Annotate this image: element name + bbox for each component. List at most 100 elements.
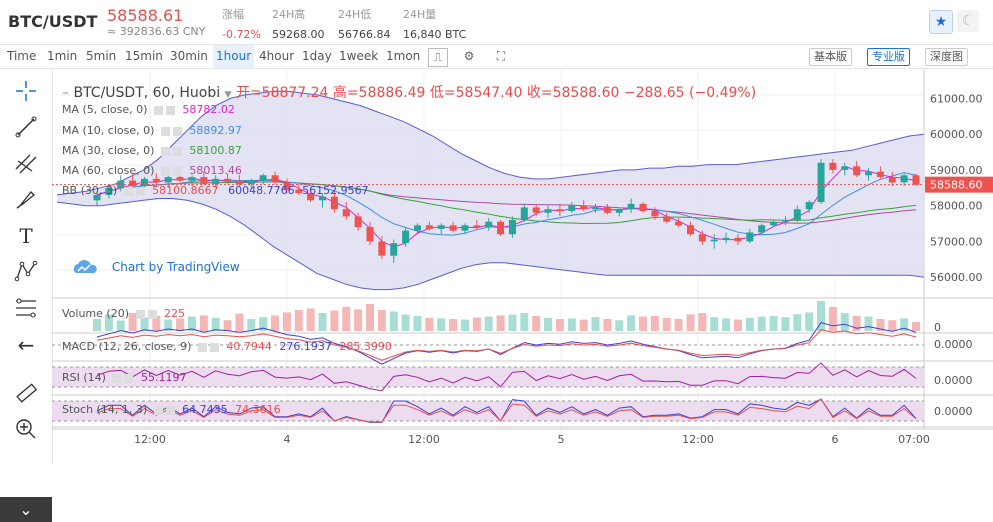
volume-bar (247, 319, 256, 331)
view-depth-button[interactable]: 深度图 (925, 48, 968, 66)
symbol-dropdown-icon[interactable]: ▼ (224, 90, 232, 100)
interval-time[interactable]: Time (7, 49, 37, 63)
price-chart[interactable]: 61000.00 60000.00 59000.00 58000.00 57000.00… (52, 69, 993, 463)
interval-toolbar: Time 1min 5min 15min 30min 1hour 4hour 1… (0, 45, 993, 69)
brush-icon[interactable] (14, 187, 38, 211)
volume-bar (793, 314, 802, 331)
legend-close-icon[interactable] (135, 186, 145, 196)
legend-settings-icon[interactable] (197, 342, 207, 352)
time-tick-label: 6 (832, 433, 839, 446)
legend-value: 225 (164, 307, 185, 320)
legend-rsi[interactable]: RSI (14) 55.1197 (62, 371, 186, 384)
legend-label: MA (60, close, 0) (62, 164, 155, 177)
volume-bar (472, 317, 481, 331)
fullscreen-icon[interactable]: ⛶ (496, 49, 506, 63)
pattern-icon[interactable] (14, 259, 38, 283)
ma30-line (96, 181, 917, 225)
candle-body (200, 177, 208, 185)
legend-macd[interactable]: MACD (12, 26, close, 9) 40.7944 276.1937… (62, 340, 392, 353)
candle-body (520, 207, 528, 220)
legend-close-icon[interactable] (172, 146, 182, 156)
interval-4hour[interactable]: 4hour (259, 49, 295, 63)
fib-retracement-icon[interactable] (14, 296, 38, 320)
chart-type-icon[interactable]: ⎍ (428, 48, 448, 67)
ruler-icon[interactable] (14, 381, 38, 405)
settings-gear-icon[interactable]: ⚙ (463, 49, 475, 63)
macd-signal-line (96, 329, 917, 361)
time-tick-label: 12:00 (682, 433, 714, 446)
volume-bar (674, 319, 683, 331)
candle-body (497, 221, 505, 235)
collapse-toolbar-chevron-icon[interactable]: ⌄ (0, 497, 52, 522)
volume-bar (757, 316, 766, 331)
legend-stoch[interactable]: Stoch (14, 1, 3) 64.7435 74.3616 (62, 403, 281, 416)
interval-1min[interactable]: 1min (47, 49, 78, 63)
legend-ma5[interactable]: MA (5, close, 0) 58782.02 (62, 103, 235, 116)
candle-body (378, 241, 386, 256)
legend-settings-icon[interactable] (160, 146, 170, 156)
cny-price: ≈ 392836.63 CNY (107, 25, 206, 38)
legend-close-icon[interactable] (124, 373, 134, 383)
volume-bar (650, 316, 659, 331)
volume-bar (413, 316, 422, 331)
legend-close-icon[interactable] (165, 105, 175, 115)
legend-settings-icon[interactable] (160, 126, 170, 136)
volume-bar (662, 317, 671, 331)
stoch-k-line (96, 398, 917, 423)
interval-1week[interactable]: 1week (339, 49, 379, 63)
volume-bar (306, 308, 315, 331)
legend-ma10[interactable]: MA (10, close, 0) 58892.97 (62, 124, 242, 137)
crosshair-icon[interactable] (14, 79, 38, 103)
interval-1hour[interactable]: 1hour (213, 45, 255, 68)
legend-label: MA (10, close, 0) (62, 124, 155, 137)
view-basic-button[interactable]: 基本版 (809, 48, 852, 66)
favorite-star-icon[interactable]: ★ (929, 10, 953, 34)
legend-label: Stoch (14, 1, 3) (62, 403, 148, 416)
text-tool-icon[interactable]: T (19, 224, 33, 248)
candle-body (354, 216, 362, 228)
interval-15min[interactable]: 15min (125, 49, 163, 63)
volume-bar (722, 318, 731, 331)
legend-value: 58892.97 (189, 124, 242, 137)
collapse-legend-icon[interactable]: – (62, 85, 69, 101)
price-tick-label: 60000.00 (930, 128, 983, 141)
interval-1day[interactable]: 1day (302, 49, 332, 63)
tradingview-watermark[interactable]: Chart by TradingView (70, 258, 240, 276)
trend-line-icon[interactable] (14, 115, 38, 139)
interval-5min[interactable]: 5min (86, 49, 117, 63)
legend-ma60[interactable]: MA (60, close, 0) 58013.46 (62, 164, 242, 177)
interval-30min[interactable]: 30min (170, 49, 208, 63)
legend-volume[interactable]: Volume (20) 225 (62, 307, 185, 320)
view-pro-button[interactable]: 专业版 (867, 48, 910, 66)
legend-close-icon[interactable] (172, 126, 182, 136)
legend-bb[interactable]: BB (30, 3) 58100.8667 60048.7766 56152.9… (62, 184, 369, 197)
candle-body (829, 162, 837, 170)
legend-settings-icon[interactable] (153, 405, 163, 415)
volume-bar (733, 319, 742, 331)
zoom-in-icon[interactable] (14, 417, 38, 441)
legend-ma30[interactable]: MA (30, close, 0) 58100.87 (62, 144, 242, 157)
legend-settings-icon[interactable] (160, 166, 170, 176)
legend-settings-icon[interactable] (153, 105, 163, 115)
back-arrow-icon[interactable]: ← (17, 333, 35, 357)
interval-1mon[interactable]: 1mon (386, 49, 421, 63)
legend-settings-icon[interactable] (112, 373, 122, 383)
channel-icon[interactable] (14, 151, 38, 175)
legend-value: 55.1197 (140, 371, 187, 384)
legend-close-icon[interactable] (209, 342, 219, 352)
volume-bar (900, 318, 909, 331)
stat-value: 59268.00 (272, 28, 325, 41)
legend-close-icon[interactable] (147, 309, 157, 319)
night-mode-moon-icon[interactable]: ☾ (957, 10, 979, 32)
time-axis: 12:00 4 12:00 5 12:00 6 07:00 (52, 428, 993, 446)
volume-bar (603, 319, 612, 331)
volume-bar (318, 313, 327, 331)
legend-close-icon[interactable] (165, 405, 175, 415)
candle-body (319, 196, 327, 201)
price-tick-label: 56000.00 (930, 271, 983, 284)
legend-settings-icon[interactable] (123, 186, 133, 196)
stoch-tick-label: 0.0000 (934, 405, 973, 418)
volume-bar (876, 319, 885, 331)
legend-close-icon[interactable] (172, 166, 182, 176)
legend-settings-icon[interactable] (135, 309, 145, 319)
